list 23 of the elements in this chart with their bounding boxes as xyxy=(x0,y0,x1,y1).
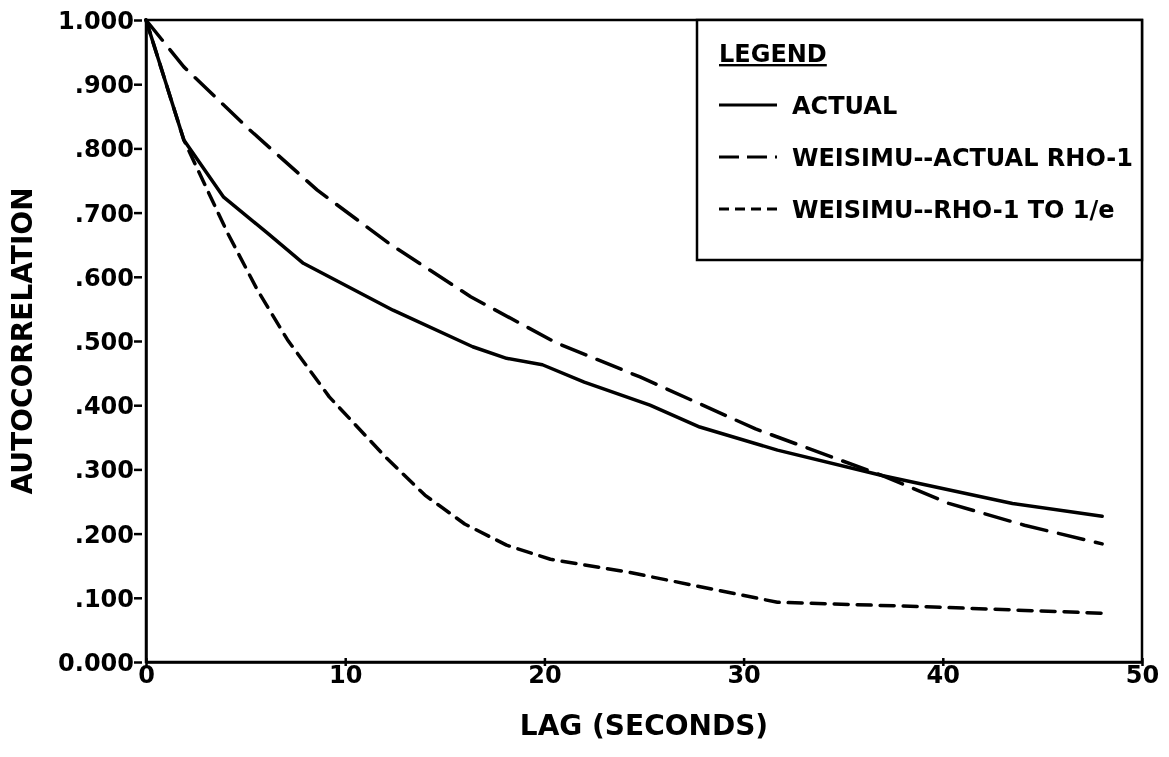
x-tick-label: 0 xyxy=(138,661,155,690)
x-tick-label: 20 xyxy=(528,661,562,690)
x-axis-title: LAG (SECONDS) xyxy=(519,709,769,742)
legend-label: WEISIMU--RHO-1 TO 1/e xyxy=(792,196,1115,224)
x-tick-label: 40 xyxy=(926,661,960,690)
y-tick-label: .100 xyxy=(74,584,134,613)
legend-label: WEISIMU--ACTUAL RHO-1 xyxy=(792,144,1133,172)
y-tick-label: .300 xyxy=(74,456,134,485)
y-tick-label: 0.000 xyxy=(58,648,134,677)
y-tick-label: .800 xyxy=(74,135,134,164)
legend-title: LEGEND xyxy=(719,40,827,68)
x-tick-label: 30 xyxy=(727,661,761,690)
y-tick-label: .900 xyxy=(74,71,134,100)
x-tick-label: 50 xyxy=(1125,661,1160,690)
y-tick-label: .700 xyxy=(74,199,134,228)
legend-label: ACTUAL xyxy=(792,92,898,120)
y-tick-label: .600 xyxy=(74,263,134,292)
y-tick-label: .200 xyxy=(74,520,134,549)
y-axis-title: AUTOCORRELATION xyxy=(6,187,39,495)
y-tick-label: .400 xyxy=(74,392,134,421)
y-tick-label: .500 xyxy=(74,327,134,356)
x-tick-label: 10 xyxy=(329,661,363,690)
y-tick-label: 1.000 xyxy=(58,6,134,35)
